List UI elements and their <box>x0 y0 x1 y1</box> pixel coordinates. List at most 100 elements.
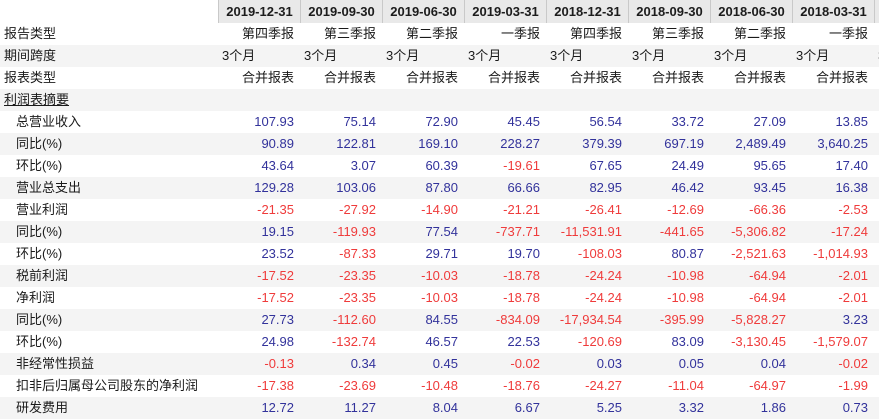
value-cell: -27.92 <box>339 202 376 217</box>
value-cell: 697.19 <box>664 136 704 151</box>
partial-empty-cell <box>874 397 879 419</box>
value-cell: 87.80 <box>425 180 458 195</box>
partial-empty-cell <box>874 331 879 353</box>
header-date-cell: 2018-06-30 <box>710 0 792 23</box>
value-cell: 第三季报 <box>323 26 376 41</box>
value-cell: -0.13 <box>264 356 294 371</box>
value-cell: 0.45 <box>432 356 458 371</box>
row-label-cell: 环比(%) <box>16 246 63 261</box>
value-cell: 3个月 <box>468 48 502 63</box>
table-row: 营业总支出 129.28 103.06 87.80 66.66 82.95 46.42 93.… <box>0 177 879 199</box>
empty-cell <box>300 89 382 111</box>
partial-empty-cell <box>874 243 879 265</box>
corner-cell <box>0 0 218 23</box>
value-cell: 2,489.49 <box>735 136 786 151</box>
partial-empty-cell <box>874 265 879 287</box>
table-row-period-span: 期间跨度 3个月 3个月 3个月 3个月 3个月 3个月 3个月 3个月 3个月 <box>0 45 879 67</box>
value-cell: -2.01 <box>838 268 868 283</box>
value-cell: -2.01 <box>838 290 868 305</box>
value-cell: -17,934.54 <box>559 312 622 327</box>
table-row: 非经常性损益 -0.13 0.34 0.45 -0.02 0.03 0.05 0.04 -0.0… <box>0 353 879 375</box>
value-cell: 0.34 <box>350 356 376 371</box>
partial-empty-cell <box>874 133 879 155</box>
value-cell: -395.99 <box>659 312 704 327</box>
row-label-cell: 研发费用 <box>16 400 69 415</box>
value-cell: 46.57 <box>425 334 458 349</box>
partial-empty-cell <box>874 89 879 111</box>
value-cell: 第四季报 <box>241 26 294 41</box>
table-row: 净利润 -17.52 -23.35 -10.03 -18.78 -24.24 -10.98 -… <box>0 287 879 309</box>
value-cell: -112.60 <box>332 312 376 327</box>
value-cell: 169.10 <box>418 136 458 151</box>
value-cell: 75.14 <box>343 114 376 129</box>
value-cell: -119.93 <box>332 224 376 239</box>
value-cell: -23.35 <box>339 290 376 305</box>
value-cell: -18.76 <box>503 378 540 393</box>
value-cell: 19.15 <box>261 224 294 239</box>
empty-cell <box>382 89 464 111</box>
value-cell: -737.71 <box>495 224 540 239</box>
row-label-cell: 报告类型 <box>4 26 57 41</box>
value-cell: 合并报表 <box>651 70 704 85</box>
table-row-statement-type: 报表类型 合并报表 合并报表 合并报表 合并报表 合并报表 合并报表 合并报表 合并报表 <box>0 67 879 89</box>
value-cell: 379.39 <box>582 136 622 151</box>
value-cell: 27.09 <box>753 114 786 129</box>
empty-cell <box>464 89 546 111</box>
partial-value-cell <box>874 23 879 45</box>
partial-empty-cell <box>874 353 879 375</box>
value-cell: -87.33 <box>339 246 376 261</box>
partial-empty-cell <box>874 309 879 331</box>
value-cell: 66.66 <box>507 180 540 195</box>
header-date-cell: 2019-12-31 <box>218 0 300 23</box>
value-cell: -21.21 <box>503 202 540 217</box>
value-cell: -120.69 <box>577 334 622 349</box>
table-row: 扣非后归属母公司股东的净利润 -17.38 -23.69 -10.48 -18.76 -2… <box>0 375 879 397</box>
table-row: 环比(%) 23.52 -87.33 29.71 19.70 -108.03 80.87 -2… <box>0 243 879 265</box>
value-cell: 80.87 <box>671 246 704 261</box>
table-row: 环比(%) 24.98 -132.74 46.57 22.53 -120.69 83.09 -… <box>0 331 879 353</box>
value-cell: 3个月 <box>386 48 420 63</box>
value-cell: 第二季报 <box>733 26 786 41</box>
value-cell: 46.42 <box>671 180 704 195</box>
value-cell: 90.89 <box>261 136 294 151</box>
empty-cell <box>628 89 710 111</box>
value-cell: -64.97 <box>749 378 786 393</box>
value-cell: -10.03 <box>421 290 458 305</box>
value-cell: 228.27 <box>500 136 540 151</box>
value-cell: -18.78 <box>503 268 540 283</box>
row-label-cell: 报表类型 <box>4 70 57 85</box>
value-cell: 合并报表 <box>241 70 294 85</box>
value-cell: 3.23 <box>842 312 868 327</box>
value-cell: -10.98 <box>667 290 704 305</box>
value-cell: -441.65 <box>659 224 704 239</box>
value-cell: 23.52 <box>261 246 294 261</box>
partial-empty-cell <box>874 375 879 397</box>
section-title: 利润表摘要 <box>4 92 70 107</box>
value-cell: 72.90 <box>425 114 458 129</box>
section-header-row: 利润表摘要 <box>0 89 879 111</box>
empty-cell <box>710 89 792 111</box>
value-cell: -11.04 <box>668 378 704 393</box>
header-date-cell: 2019-03-31 <box>464 0 546 23</box>
table-row: 税前利润 -17.52 -23.35 -10.03 -18.78 -24.24 -10.98… <box>0 265 879 287</box>
value-cell: -108.03 <box>577 246 622 261</box>
value-cell: -1,579.07 <box>813 334 868 349</box>
value-cell: -3,130.45 <box>731 334 786 349</box>
value-cell: 129.28 <box>254 180 294 195</box>
value-cell: -0.02 <box>510 356 540 371</box>
value-cell: 43.64 <box>261 158 294 173</box>
value-cell: 103.06 <box>336 180 376 195</box>
value-cell: 3个月 <box>304 48 338 63</box>
value-cell: 合并报表 <box>815 70 868 85</box>
value-cell: 11.27 <box>344 400 376 415</box>
value-cell: 60.39 <box>425 158 458 173</box>
value-cell: 第三季报 <box>651 26 704 41</box>
value-cell: 0.73 <box>842 400 868 415</box>
row-label-cell: 同比(%) <box>16 312 63 327</box>
value-cell: -132.74 <box>331 334 376 349</box>
value-cell: -10.98 <box>667 268 704 283</box>
value-cell: 29.71 <box>425 246 458 261</box>
value-cell: -5,306.82 <box>731 224 786 239</box>
